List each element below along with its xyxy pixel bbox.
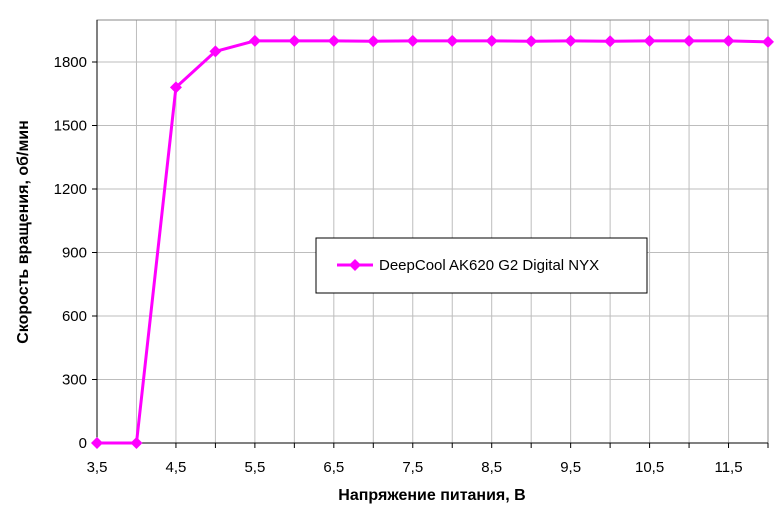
data-point xyxy=(683,34,696,47)
data-point xyxy=(169,81,182,94)
data-point xyxy=(643,34,656,47)
y-tick-label: 300 xyxy=(62,372,87,389)
x-tick-label: 11,5 xyxy=(714,459,742,476)
data-point xyxy=(525,35,538,48)
y-axis-title: Скорость вращения, об/мин xyxy=(15,120,32,344)
x-tick-labels: 3,5 4,5 5,5 6,5 7,5 8,5 9,5 10,5 11,5 xyxy=(87,459,743,476)
legend-label: DeepCool AK620 G2 Digital NYX xyxy=(379,257,599,274)
data-point xyxy=(406,34,419,47)
data-point xyxy=(91,437,103,449)
data-point xyxy=(564,34,577,47)
data-point xyxy=(446,34,459,47)
data-point xyxy=(288,34,301,47)
data-point xyxy=(722,34,735,47)
x-tick-label: 8,5 xyxy=(481,459,502,476)
y-tick-label: 1800 xyxy=(54,54,87,71)
data-point xyxy=(485,34,498,47)
x-tick-label: 4,5 xyxy=(166,459,187,476)
y-tick-label: 600 xyxy=(62,308,87,325)
plot-area xyxy=(97,20,768,443)
y-tick-label: 900 xyxy=(62,245,87,262)
y-tick-labels: 0 300 600 900 1200 1500 1800 xyxy=(54,54,87,452)
data-point xyxy=(367,35,380,48)
series-line xyxy=(97,39,769,445)
data-point xyxy=(248,34,261,47)
data-point xyxy=(130,437,143,449)
x-tick-label: 3,5 xyxy=(87,459,108,476)
legend: DeepCool AK620 G2 Digital NYX xyxy=(315,237,648,294)
x-tick-label: 5,5 xyxy=(244,459,265,476)
x-axis-title: Напряжение питания, В xyxy=(338,487,525,504)
data-point xyxy=(327,34,340,47)
x-tick-label: 10,5 xyxy=(635,459,664,476)
x-tick-label: 6,5 xyxy=(323,459,344,476)
legend-marker-swatch xyxy=(349,259,361,271)
data-point xyxy=(762,35,774,48)
x-tick-label: 7,5 xyxy=(402,459,423,476)
y-tick-label: 1500 xyxy=(54,118,87,135)
y-tick-label: 0 xyxy=(79,435,87,452)
y-tick-label: 1200 xyxy=(54,181,87,198)
data-point xyxy=(604,35,617,48)
x-tick-label: 9,5 xyxy=(560,459,581,476)
series-layer xyxy=(91,34,774,449)
data-point xyxy=(209,45,222,58)
